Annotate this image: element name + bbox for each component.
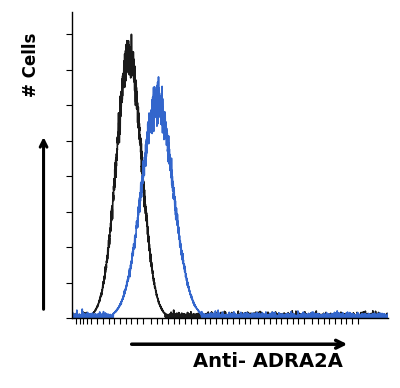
Text: Anti- ADRA2A: Anti- ADRA2A <box>193 352 343 371</box>
Text: # Cells: # Cells <box>22 33 40 97</box>
